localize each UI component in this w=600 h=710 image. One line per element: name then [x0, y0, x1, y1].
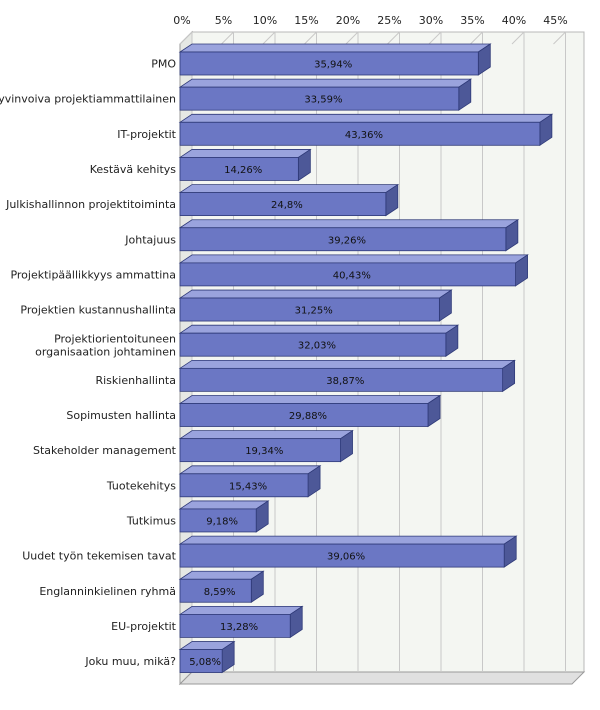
x-tick-label: 25% — [377, 14, 401, 27]
category-label: PMO — [151, 58, 176, 71]
category-label-line: EU-projektit — [111, 620, 177, 633]
category-label: Hyvinvoiva projektiammattilainen — [0, 93, 176, 106]
category-label-line: Julkishallinnon projektitoiminta — [5, 198, 176, 211]
bar-top-face — [180, 431, 353, 439]
bar-top-face — [180, 149, 310, 157]
category-label: Johtajuus — [124, 233, 176, 246]
category-label-line: organisaation johtaminen — [35, 346, 176, 359]
category-label: Projektiorientoituneen organisaation joht… — [35, 333, 176, 359]
category-label-line: Riskienhallinta — [95, 374, 176, 387]
category-label-line: Stakeholder management — [33, 444, 177, 457]
category-label: Tutkimus — [126, 514, 176, 527]
x-tick-label: 5% — [215, 14, 232, 27]
x-tick-label: 10% — [253, 14, 277, 27]
data-label: 5,08% — [189, 657, 221, 668]
bar-top-face — [180, 114, 552, 122]
category-label: IT-projektit — [117, 128, 176, 141]
category-label-line: Uudet työn tekemisen tavat — [22, 550, 176, 563]
category-label-line: Tuotekehitys — [106, 479, 176, 492]
bar-top-face — [180, 325, 458, 333]
category-label-line: IT-projektit — [117, 128, 176, 141]
x-tick-label: 35% — [460, 14, 484, 27]
category-label: Projektipäällikkyys ammattina — [10, 268, 176, 281]
bar-top-face — [180, 501, 268, 509]
data-label: 9,18% — [206, 516, 238, 527]
category-label: Englanninkielinen ryhmä — [39, 585, 176, 598]
bar-top-face — [180, 44, 490, 52]
x-axis-ticks: 0% 5% 10% 15% 20% 25% 30% 35% 40% 45% — [173, 14, 567, 27]
category-label-line: Projektipäällikkyys ammattina — [10, 268, 176, 281]
data-label: 14,26% — [224, 165, 262, 176]
category-label-line: Sopimusten hallinta — [66, 409, 176, 422]
category-label-line: Projektiorientoituneen — [54, 333, 176, 346]
category-label: Stakeholder management — [33, 444, 177, 457]
bar-top-face — [180, 79, 471, 87]
x-tick-label: 15% — [294, 14, 318, 27]
category-label-line: Tutkimus — [126, 514, 176, 527]
category-label-line: Johtajuus — [124, 233, 176, 246]
x-tick-label: 45% — [543, 14, 567, 27]
category-label: Riskienhallinta — [95, 374, 176, 387]
data-label: 38,87% — [326, 376, 364, 387]
data-label: 35,94% — [314, 60, 352, 71]
category-label-line: Hyvinvoiva projektiammattilainen — [0, 93, 176, 106]
category-label-line: Joku muu, mikä? — [84, 655, 176, 668]
category-label: Kestävä kehitys — [90, 163, 177, 176]
category-label-line: Projektien kustannushallinta — [20, 304, 176, 317]
x-tick-label: 0% — [173, 14, 190, 27]
data-label: 32,03% — [298, 341, 336, 352]
category-label: Projektien kustannushallinta — [20, 304, 176, 317]
data-label: 43,36% — [345, 130, 383, 141]
bar-top-face — [180, 396, 440, 404]
data-label: 19,34% — [245, 446, 283, 457]
bar-top-face — [180, 185, 398, 193]
data-label: 13,28% — [220, 622, 258, 633]
plot-floor — [180, 672, 584, 684]
bar-top-face — [180, 466, 320, 474]
category-label: Tuotekehitys — [106, 479, 176, 492]
data-label: 40,43% — [333, 270, 371, 281]
bar-top-face — [180, 571, 263, 579]
category-label: Julkishallinnon projektitoiminta — [5, 198, 176, 211]
data-label: 24,8% — [271, 200, 303, 211]
data-label: 15,43% — [229, 481, 267, 492]
category-label-line: Kestävä kehitys — [90, 163, 177, 176]
data-label: 8,59% — [204, 587, 236, 598]
y-axis-labels: PMO Hyvinvoiva projektiammattilainen IT-pr… — [0, 58, 177, 669]
data-label: 31,25% — [295, 306, 333, 317]
category-label: Uudet työn tekemisen tavat — [22, 550, 176, 563]
bar-top-face — [180, 290, 451, 298]
bar-top-face — [180, 220, 518, 228]
x-tick-label: 20% — [336, 14, 360, 27]
data-label: 33,59% — [304, 95, 342, 106]
category-label: Joku muu, mikä? — [84, 655, 176, 668]
bar-top-face — [180, 360, 515, 368]
bar-top-face — [180, 536, 516, 544]
bar-top-face — [180, 255, 528, 263]
data-label: 29,88% — [289, 411, 327, 422]
x-tick-label: 30% — [419, 14, 443, 27]
bar-top-face — [180, 606, 302, 614]
category-label-line: Englanninkielinen ryhmä — [39, 585, 176, 598]
data-label: 39,26% — [328, 235, 366, 246]
category-label: Sopimusten hallinta — [66, 409, 176, 422]
data-label: 39,06% — [327, 552, 365, 563]
category-label-line: PMO — [151, 58, 176, 71]
x-tick-label: 40% — [502, 14, 526, 27]
category-label: EU-projektit — [111, 620, 177, 633]
